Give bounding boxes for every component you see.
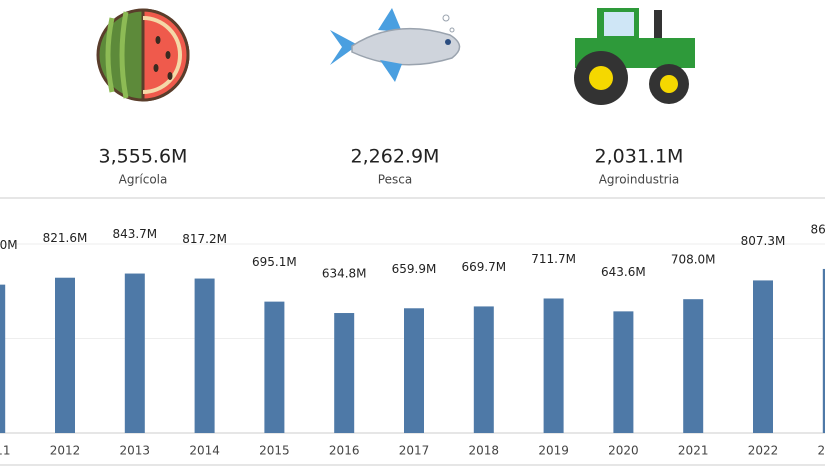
x-tick-label: 2019	[538, 444, 569, 458]
bar-value-label: 785.0M	[0, 238, 18, 252]
x-tick-label: 2015	[259, 444, 290, 458]
bar-value-label: 659.9M	[392, 262, 437, 276]
x-tick-label: 2013	[120, 444, 151, 458]
bar-value-label: 821.6M	[43, 231, 88, 245]
bar	[124, 273, 145, 433]
x-tick-label: 2021	[678, 444, 709, 458]
bar	[194, 278, 215, 433]
bar-value-label: 634.8M	[322, 267, 367, 281]
tractor-icon	[574, 8, 695, 105]
bar	[613, 311, 634, 433]
bar	[334, 313, 355, 433]
bar	[753, 280, 773, 433]
bar	[55, 277, 75, 433]
x-tick-label: 2011	[0, 444, 10, 458]
x-tick-label: 2012	[50, 444, 81, 458]
bar-value-label: 643.6M	[601, 265, 646, 279]
bar	[0, 284, 6, 433]
fish-icon	[330, 8, 461, 82]
bar-value-label: 843.7M	[112, 227, 157, 241]
bar-value-label: 807.3M	[741, 234, 786, 248]
kpi-value: 2,262.9M	[351, 146, 440, 168]
bar	[822, 268, 825, 433]
x-tick-label: 2017	[399, 444, 430, 458]
bar	[473, 306, 494, 433]
bar-value-label: 817.2M	[182, 232, 227, 246]
x-tick-label: 2016	[329, 444, 360, 458]
bar	[264, 301, 285, 433]
kpi-value: 2,031.1M	[595, 146, 684, 168]
kpi-label: Pesca	[378, 173, 412, 187]
kpi-value: 3,555.6M	[99, 146, 188, 168]
x-tick-label: 2023	[818, 444, 825, 458]
bar	[683, 299, 704, 433]
kpi-label: Agrícola	[119, 173, 168, 187]
bar-value-label: 711.7M	[531, 252, 576, 266]
x-tick-label: 2020	[608, 444, 639, 458]
watermelon-icon	[96, 8, 190, 102]
x-tick-label: 2022	[748, 444, 779, 458]
x-tick-label: 2018	[469, 444, 500, 458]
bar	[543, 298, 564, 433]
bar	[404, 308, 424, 433]
bar-value-label: 868.0M	[810, 222, 825, 236]
bar-value-label: 708.0M	[671, 253, 716, 267]
kpi-label: Agroindustria	[599, 173, 680, 187]
bar-value-label: 669.7M	[461, 260, 506, 274]
x-tick-label: 2014	[189, 444, 220, 458]
bar-value-label: 695.1M	[252, 255, 297, 269]
